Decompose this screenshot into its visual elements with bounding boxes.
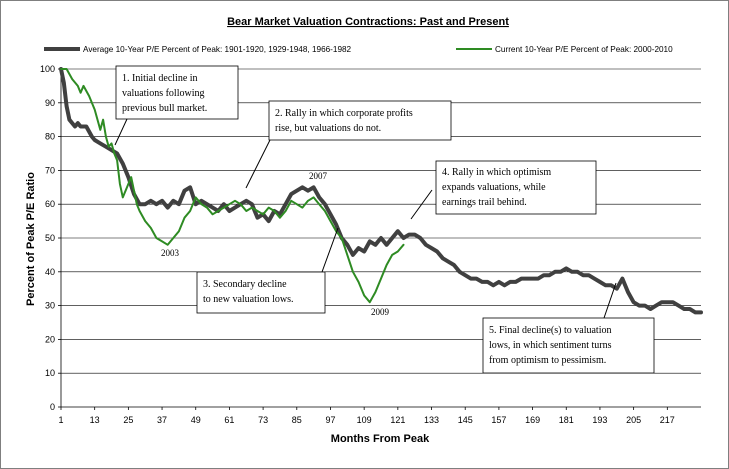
x-tick-label-133: 133 — [424, 415, 439, 425]
legend: Average 10-Year P/E Percent of Peak: 190… — [44, 45, 673, 54]
x-axis-ticks: 1 13 25 37 49 61 73 85 97 109 121 133 145 157 169 181 19… — [58, 407, 675, 425]
y-tick-label-10: 10 — [45, 368, 55, 378]
annotation-5-line-1: 5. Final decline(s) to valuation — [489, 325, 611, 336]
x-tick-label-49: 49 — [191, 415, 201, 425]
annotation-1-line-2: valuations following — [122, 88, 205, 99]
annotation-1: 1. Initial decline in valuations followi… — [115, 65, 239, 120]
x-tick-label-97: 97 — [325, 415, 335, 425]
x-tick-label-13: 13 — [90, 415, 100, 425]
x-tick-label-61: 61 — [224, 415, 234, 425]
y-tick-label-0: 0 — [50, 402, 55, 412]
x-tick-label-157: 157 — [491, 415, 506, 425]
annotations: 1. Initial decline in valuations followi… — [114, 65, 655, 374]
x-tick-label-193: 193 — [592, 415, 607, 425]
y-tick-label-100: 100 — [40, 64, 55, 74]
x-tick-label-121: 121 — [390, 415, 405, 425]
series-line-current — [60, 68, 405, 304]
y-tick-label-80: 80 — [45, 132, 55, 142]
annotation-2-pointer — [245, 139, 271, 189]
y-tick-label-40: 40 — [45, 267, 55, 277]
x-tick-label-85: 85 — [292, 415, 302, 425]
annotation-3: 3. Secondary decline to new valuation lo… — [196, 271, 326, 314]
annotation-4-line-3: earnings trail behind. — [442, 197, 527, 208]
x-tick-label-169: 169 — [525, 415, 540, 425]
annotation-4-line-1: 4. Rally in which optimism — [442, 167, 551, 178]
x-tick-label-205: 205 — [626, 415, 641, 425]
annotation-1-line-3: previous bull market. — [122, 103, 207, 114]
annotation-2: 2. Rally in which corporate profits rise… — [268, 100, 452, 141]
y-tick-label-50: 50 — [45, 233, 55, 243]
x-axis-title: Months From Peak — [331, 433, 430, 445]
x-tick-label-73: 73 — [258, 415, 268, 425]
annotation-5-line-2: lows, in which sentiment turns — [489, 340, 612, 351]
annotation-5-pointer — [603, 282, 617, 319]
series-line-average — [59, 67, 703, 315]
y-tick-label-90: 90 — [45, 98, 55, 108]
annotation-3-line-2: to new valuation lows. — [203, 294, 294, 305]
x-tick-label-145: 145 — [458, 415, 473, 425]
year-label-2003: 2003 — [161, 248, 180, 258]
y-axis-ticks: 0 10 20 30 40 50 60 70 80 90 100 — [40, 64, 61, 412]
x-tick-label-37: 37 — [157, 415, 167, 425]
annotation-5: 5. Final decline(s) to valuation lows, i… — [482, 317, 655, 374]
y-axis-title: Percent of Peak P/E Ratio — [25, 172, 37, 306]
annotation-2-line-2: rise, but valuations do not. — [275, 123, 381, 134]
annotation-3-pointer — [321, 227, 339, 273]
x-tick-label-109: 109 — [357, 415, 372, 425]
legend-label-current: Current 10-Year P/E Percent of Peak: 200… — [495, 45, 673, 54]
annotation-4: 4. Rally in which optimism expands valua… — [435, 160, 597, 215]
annotation-1-pointer — [114, 118, 128, 146]
y-tick-label-30: 30 — [45, 301, 55, 311]
year-labels: 2007 2003 2009 — [161, 171, 390, 317]
annotation-4-pointer — [410, 189, 433, 220]
x-tick-label-217: 217 — [660, 415, 675, 425]
annotation-3-line-1: 3. Secondary decline — [203, 279, 287, 290]
y-tick-label-60: 60 — [45, 199, 55, 209]
x-tick-label-181: 181 — [559, 415, 574, 425]
chart-title: Bear Market Valuation Contractions: Past… — [227, 16, 509, 28]
legend-label-average: Average 10-Year P/E Percent of Peak: 190… — [83, 45, 352, 54]
series-layer — [59, 67, 703, 315]
y-tick-label-20: 20 — [45, 334, 55, 344]
y-tick-label-70: 70 — [45, 165, 55, 175]
annotation-2-line-1: 2. Rally in which corporate profits — [275, 108, 413, 119]
year-label-2009: 2009 — [371, 307, 390, 317]
x-tick-label-25: 25 — [123, 415, 133, 425]
year-label-2007: 2007 — [309, 171, 328, 181]
annotation-4-line-2: expands valuations, while — [442, 182, 546, 193]
x-tick-label-1: 1 — [58, 415, 63, 425]
annotation-5-line-3: from optimism to pessimism. — [489, 355, 606, 366]
annotation-1-line-1: 1. Initial decline in — [122, 73, 198, 84]
